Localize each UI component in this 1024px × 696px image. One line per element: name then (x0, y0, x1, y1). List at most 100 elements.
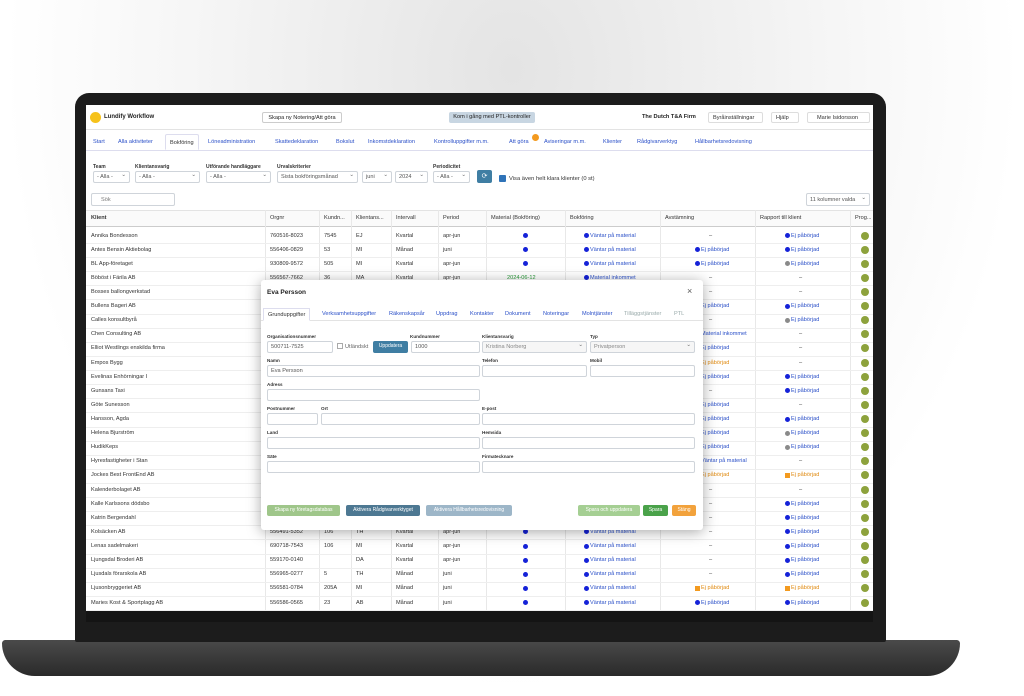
nav-tab[interactable]: Skattedeklaration (275, 139, 319, 145)
status-text[interactable]: Ej påbörjad (701, 444, 730, 451)
status-text[interactable]: Väntar på material (590, 571, 636, 578)
nav-tab[interactable]: Bokföring (165, 134, 199, 150)
status-text[interactable]: Ej påbörjad (791, 387, 820, 394)
field-input[interactable]: Eva Persson (267, 365, 480, 377)
update-button[interactable]: Uppdatera (373, 341, 408, 353)
filter-select[interactable]: - Alla - (135, 170, 200, 183)
status-text[interactable]: Väntar på material (590, 246, 636, 253)
cell-client[interactable]: BL App-företaget (91, 260, 133, 267)
column-header[interactable]: Rapport till klient (760, 215, 802, 221)
cell-client[interactable]: Maries Kost & Sportplagg AB (91, 599, 164, 606)
cell-client[interactable]: Lenas sadelmakeri (91, 543, 138, 550)
modal-button[interactable]: Spara och uppdatera (578, 505, 640, 516)
column-header[interactable]: Bokföring (570, 215, 594, 221)
filter-select[interactable]: - Alla - (433, 170, 470, 183)
nav-tab[interactable]: Aviseringar m.m. (544, 139, 586, 145)
status-text[interactable]: Ej påbörjad (701, 345, 730, 352)
cell-client[interactable]: Gunsans Taxi (91, 387, 125, 394)
filter-select[interactable]: - Alla - (93, 170, 130, 183)
cell-client[interactable]: Hyresfastigheter i Stan (91, 458, 148, 465)
status-text[interactable]: Ej påbörjad (701, 260, 730, 267)
field-input[interactable] (267, 413, 318, 425)
settings-button[interactable]: Byråinställningar (708, 112, 763, 123)
status-text[interactable]: Material inkommet (701, 331, 747, 338)
cell-client[interactable]: Kolsäcken AB (91, 528, 126, 535)
column-header[interactable]: Prog... (855, 215, 872, 221)
cell-client[interactable]: Bosses ballongverkstad (91, 288, 151, 295)
status-text[interactable]: Väntar på material (590, 232, 636, 239)
modal-tab[interactable]: Räkenskapsår (389, 311, 425, 317)
cell-client[interactable]: Annika Bondesson (91, 232, 138, 239)
cell-client[interactable]: Böböst i Färila AB (91, 274, 136, 281)
column-header[interactable]: Klientans... (356, 215, 384, 221)
foreign-checkbox[interactable] (337, 343, 343, 349)
cell-client[interactable]: Kalle Karlssons dödsbo (91, 500, 150, 507)
field-input[interactable] (482, 461, 695, 473)
status-text[interactable]: Ej påbörjad (701, 359, 730, 366)
modal-tab[interactable]: Kontakter (470, 311, 494, 317)
modal-button[interactable]: Stäng (672, 505, 696, 516)
field-input[interactable] (482, 437, 695, 449)
modal-button[interactable]: Aktivera Hållbarhetsredovisning (426, 505, 512, 516)
cell-client[interactable]: HudikKeps (91, 444, 119, 451)
cell-client[interactable]: Chen Consulting AB (91, 331, 142, 338)
status-text[interactable]: Ej påbörjad (791, 232, 820, 239)
status-text[interactable]: Ej påbörjad (791, 472, 820, 479)
modal-tab[interactable]: Dokument (505, 311, 531, 317)
column-header[interactable]: Avstämning (665, 215, 695, 221)
search-input[interactable]: Sök (91, 193, 175, 206)
field-input[interactable]: 1000 (411, 341, 480, 353)
user-button[interactable]: Marie Isidorsson (807, 112, 870, 123)
nav-tab[interactable]: Rådgivarverktyg (637, 139, 678, 145)
cell-client[interactable]: Ljungsdal Broderi AB (91, 557, 144, 564)
column-header[interactable]: Material (Bokföring) (491, 215, 540, 221)
cell-client[interactable]: Jockes Best FrontEnd AB (91, 472, 155, 479)
nav-tab[interactable]: Start (93, 139, 105, 145)
field-input[interactable] (482, 365, 587, 377)
cell-client[interactable]: Katrin Bergendahl (91, 514, 136, 521)
column-header[interactable]: Period (443, 215, 460, 221)
status-text[interactable]: Ej påbörjad (791, 303, 820, 310)
status-text[interactable]: Väntar på material (590, 543, 636, 550)
modal-button[interactable]: Spara (643, 505, 668, 516)
modal-tab[interactable]: Uppdrag (436, 311, 458, 317)
modal-tab[interactable]: Grunduppgifter (263, 308, 311, 321)
modal-tab[interactable]: Tilläggstjänster (624, 311, 662, 317)
nav-tab[interactable]: Löneadministration (208, 139, 256, 145)
status-text[interactable]: Ej påbörjad (701, 472, 730, 479)
status-text[interactable]: Ej påbörjad (791, 416, 820, 422)
status-text[interactable]: Ej påbörjad (791, 557, 820, 564)
nav-tab[interactable]: Att göra (509, 139, 529, 145)
status-text[interactable]: Ej påbörjad (791, 246, 820, 253)
cell-client[interactable]: Bullens Bageri AB (91, 303, 136, 310)
modal-button[interactable]: Skapa ny företagsdatabas (267, 505, 340, 516)
field-input[interactable]: Privatperson (590, 340, 695, 353)
cell-client[interactable]: Ljusdals förarskola AB (91, 571, 147, 578)
column-header[interactable]: Orgnr (270, 215, 285, 221)
cell-client[interactable]: Kalenderbolaget AB (91, 486, 141, 493)
ptl-button[interactable]: Kom i gång med PTL-kontroller (449, 112, 535, 123)
show-done-checkbox[interactable] (499, 175, 506, 182)
status-text[interactable]: Ej påbörjad (791, 514, 820, 521)
field-input[interactable] (482, 413, 695, 425)
status-text[interactable]: Ej påbörjad (791, 571, 820, 578)
cell-client[interactable]: Elliot Westlings enskilda firma (91, 345, 165, 352)
status-text[interactable]: Väntar på material (590, 557, 636, 564)
modal-button[interactable]: Aktivera Rådgivarverktyget (346, 505, 420, 516)
status-text[interactable]: Väntar på material (590, 260, 636, 267)
field-input[interactable]: 500711-7525 (267, 341, 333, 353)
cell-client[interactable]: Antes Bensin Aktiebolag (91, 246, 152, 253)
nav-tab[interactable]: Hållbarhetsredovisning (695, 139, 752, 145)
field-input[interactable] (267, 389, 480, 401)
status-text[interactable]: Ej påbörjad (701, 599, 730, 606)
status-text[interactable]: Ej påbörjad (701, 373, 730, 380)
status-text[interactable]: Ej påbörjad (791, 528, 820, 535)
status-text[interactable]: Ej påbörjad (791, 500, 820, 507)
nav-tab[interactable]: Klienter (603, 139, 622, 145)
nav-tab[interactable]: Bokslut (336, 139, 355, 145)
status-text[interactable]: Ej påbörjad (701, 430, 730, 437)
field-input[interactable] (590, 365, 695, 377)
modal-tab[interactable]: Verksamhetsuppgifter (322, 311, 377, 317)
modal-close[interactable]: × (687, 286, 693, 296)
status-text[interactable]: Ej påbörjad (701, 303, 730, 310)
